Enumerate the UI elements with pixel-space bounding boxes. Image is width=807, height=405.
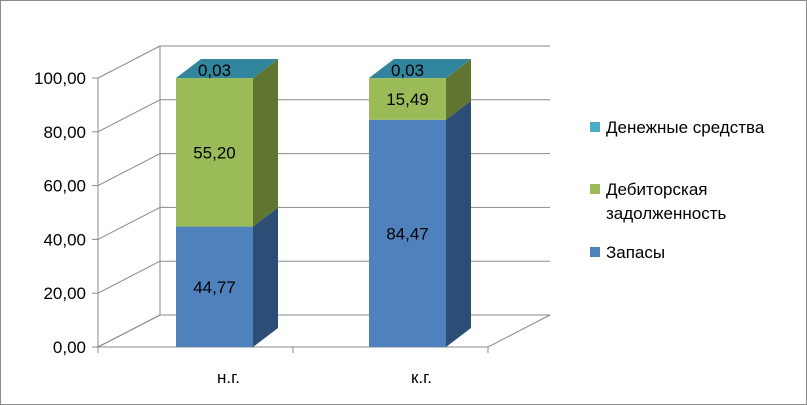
y-tick-label: 80,00 [43, 123, 86, 142]
bar-segment [176, 226, 253, 347]
data-label: 0,03 [198, 61, 231, 80]
data-label: 15,49 [386, 90, 429, 109]
y-tick-label: 60,00 [43, 177, 86, 196]
legend-swatch [590, 184, 600, 194]
bar-top-face [369, 59, 471, 79]
data-label: 44,77 [193, 278, 236, 297]
floor-plane [97, 314, 551, 348]
bar-segment-side [446, 59, 471, 79]
gridline-side [97, 314, 161, 348]
gridline-side [97, 45, 161, 79]
bar-segment-side [253, 59, 278, 79]
legend-label: задолженность [606, 204, 727, 223]
y-tick-label: 40,00 [43, 230, 86, 249]
y-tick-label: 0,00 [53, 338, 86, 357]
bar-segment [369, 119, 446, 348]
x-category-label: н.г. [217, 368, 240, 387]
legend-swatch [590, 247, 600, 257]
x-category-label: к.г. [411, 368, 432, 387]
gridline-side [97, 260, 161, 294]
bar-segment-side [253, 59, 278, 227]
bar-top-face [176, 59, 278, 78]
legend-label: Денежные средства [606, 118, 765, 137]
y-tick-label: 20,00 [43, 284, 86, 303]
bar-segment [176, 78, 253, 227]
gridline-side [97, 206, 161, 240]
data-label: 55,20 [193, 143, 236, 162]
bar-segment [369, 78, 446, 120]
y-tick-label: 100,00 [34, 69, 86, 88]
gridline-side [97, 99, 161, 133]
legend-label: Дебиторская [606, 180, 708, 199]
bar-segment-side [253, 207, 278, 347]
legend-label: Запасы [606, 243, 665, 262]
data-label: 0,03 [391, 61, 424, 80]
legend-swatch [590, 122, 600, 132]
bar-segment-side [446, 59, 471, 120]
data-label: 84,47 [386, 224, 429, 243]
gridline-side [97, 153, 161, 187]
bar-segment-side [446, 100, 471, 348]
